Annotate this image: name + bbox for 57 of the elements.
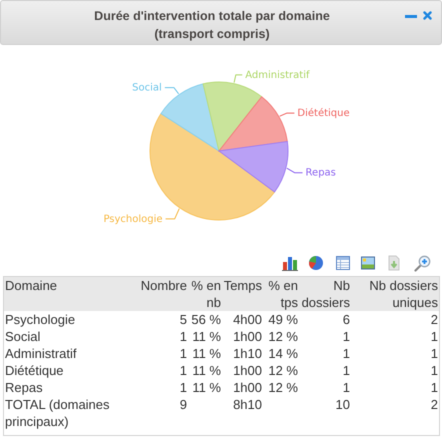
category-label: Nombre <box>138 277 188 311</box>
slice-label: Diététique <box>297 108 350 120</box>
text: 1 <box>342 329 350 344</box>
text: 11 % <box>192 329 221 344</box>
text: 9 <box>180 397 187 412</box>
text: 56 % <box>191 312 221 327</box>
text: 2 <box>430 397 438 412</box>
category-label: Repas <box>5 380 43 395</box>
pie-slice <box>160 83 220 152</box>
text: 1 <box>342 363 350 378</box>
slice-label: Psychologie <box>103 214 163 225</box>
text: 14 % <box>268 346 298 361</box>
text: 11 % <box>192 380 221 395</box>
category-label: Nb dossiers uniques <box>351 277 439 311</box>
text: 1 <box>430 346 438 361</box>
text: 4h00 <box>233 312 262 327</box>
slice-label: Repas <box>306 168 336 179</box>
text: 1h10 <box>233 346 262 361</box>
text: 1 <box>180 329 187 344</box>
text: 1 <box>180 346 187 361</box>
text: 6 <box>342 312 350 327</box>
text: 11 % <box>192 346 221 361</box>
text: 5 <box>180 312 187 327</box>
text: 1 <box>430 380 438 395</box>
text: 1 <box>180 363 187 378</box>
text: 1h00 <box>233 380 262 395</box>
category-label: Psychologie <box>5 312 76 327</box>
text: 12 % <box>268 329 298 344</box>
pie-slice <box>202 82 262 152</box>
pie-slice <box>218 141 288 192</box>
text: 8h10 <box>233 397 262 412</box>
text: 1 <box>342 380 350 395</box>
slice-label: Administratif <box>245 70 310 81</box>
category-label: % en nb <box>188 277 222 311</box>
text: 1h00 <box>233 363 262 378</box>
category-label: Administratif <box>5 346 77 361</box>
category-label: Temps <box>222 277 263 311</box>
category-label: Diététique <box>5 363 64 378</box>
text: 12 % <box>268 363 298 378</box>
chart-title: Durée d'intervention totale par domaine (transport compris) <box>93 8 331 43</box>
category-label: Social <box>5 329 40 344</box>
slice-label: Social <box>132 82 162 94</box>
category-label: % en tps <box>263 277 299 311</box>
category-label: TOTAL (domaines principaux) <box>5 397 110 429</box>
text: 11 % <box>192 363 221 378</box>
category-label: Nb dossiers <box>299 277 351 311</box>
text: 1 <box>430 329 438 344</box>
text: 1h00 <box>233 329 262 344</box>
text: 1 <box>180 380 187 395</box>
pie-slice <box>218 96 288 152</box>
text: 49 % <box>268 312 298 327</box>
text: 2 <box>430 312 438 327</box>
text: 12 % <box>268 380 298 395</box>
text: 1 <box>342 346 350 361</box>
text: 10 <box>336 397 350 412</box>
text: 1 <box>430 363 438 378</box>
text: Domaine <box>4 277 138 311</box>
